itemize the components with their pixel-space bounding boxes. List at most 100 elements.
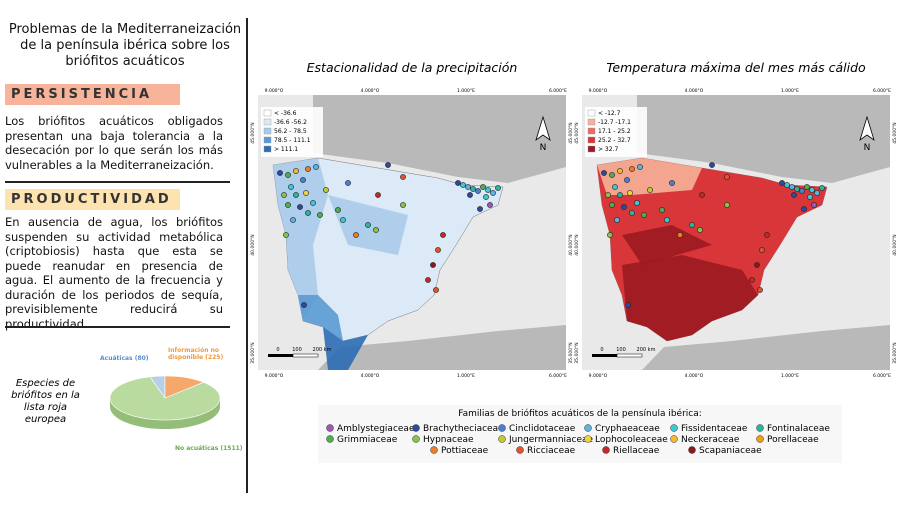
pie-slice bbox=[109, 376, 221, 421]
coord-label: 1.000°E bbox=[457, 373, 475, 379]
families-title: Familias de briófitos acuáticos de la pe… bbox=[458, 408, 702, 419]
coord-label: 9.000°O bbox=[589, 88, 608, 94]
column-divider bbox=[246, 18, 248, 493]
record-dot bbox=[605, 192, 611, 198]
record-dot bbox=[664, 217, 670, 223]
legend-label: 56.2 - 78.5 bbox=[274, 128, 307, 135]
record-dot bbox=[353, 232, 359, 238]
record-dot bbox=[340, 217, 346, 223]
coord-label: 35.000°N bbox=[250, 342, 256, 363]
record-dot bbox=[283, 232, 289, 238]
record-dot bbox=[281, 192, 287, 198]
record-dot bbox=[435, 247, 441, 253]
record-dot bbox=[460, 182, 466, 188]
record-dot bbox=[293, 192, 299, 198]
map-zone bbox=[323, 327, 368, 370]
record-dot bbox=[759, 247, 765, 253]
record-dot bbox=[305, 210, 311, 216]
coord-label: 6.000°E bbox=[549, 88, 567, 94]
legend-label: < -12.7 bbox=[598, 110, 621, 117]
record-dot bbox=[609, 172, 615, 178]
record-dot bbox=[300, 177, 306, 183]
record-dot bbox=[385, 162, 391, 168]
record-dot bbox=[724, 174, 730, 180]
family-label: Amblystegiaceae bbox=[337, 424, 415, 434]
record-dot bbox=[784, 182, 790, 188]
coord-label: 4.000°O bbox=[685, 373, 704, 379]
family-label: Scapaniaceae bbox=[699, 446, 762, 456]
pie-label-line: disponible (225) bbox=[168, 354, 223, 361]
coord-label: 45.000°N bbox=[892, 122, 898, 143]
record-dot bbox=[477, 206, 483, 212]
record-dot bbox=[470, 186, 476, 192]
record-dot bbox=[425, 277, 431, 283]
record-dot bbox=[373, 227, 379, 233]
record-dot bbox=[345, 180, 351, 186]
family-label: Neckeraceae bbox=[681, 435, 740, 445]
legend-swatch bbox=[587, 127, 596, 135]
coord-label: 4.000°O bbox=[361, 88, 380, 94]
family-label: Cinclidotaceae bbox=[509, 424, 576, 434]
record-dot bbox=[465, 184, 471, 190]
legend-label: > 32.7 bbox=[598, 146, 618, 153]
record-dot bbox=[495, 185, 501, 191]
record-dot bbox=[483, 194, 489, 200]
record-dot bbox=[293, 168, 299, 174]
record-dot bbox=[400, 202, 406, 208]
record-dot bbox=[335, 207, 341, 213]
record-dot bbox=[689, 222, 695, 228]
family-label: Fissidentaceae bbox=[681, 424, 748, 434]
record-dot bbox=[303, 190, 309, 196]
record-dot bbox=[629, 166, 635, 172]
legend-label: < -36.6 bbox=[274, 110, 297, 117]
scale-label: 100 bbox=[616, 347, 626, 353]
map-title: Temperatura máxima del mes más cálido bbox=[606, 60, 866, 75]
family-label: Ricciaceae bbox=[527, 446, 576, 456]
record-dot bbox=[647, 187, 653, 193]
coord-label: 6.000°E bbox=[549, 373, 567, 379]
map-title: Estacionalidad de la precipitación bbox=[307, 60, 518, 75]
family-dot bbox=[498, 424, 506, 432]
family-dot bbox=[430, 446, 438, 454]
section-text: Los briófitos acuáticos obligados presen… bbox=[5, 114, 223, 172]
record-dot bbox=[487, 202, 493, 208]
coord-label: 40.000°N bbox=[892, 234, 898, 255]
coord-label: 9.000°O bbox=[265, 373, 284, 379]
record-dot bbox=[323, 187, 329, 193]
record-dot bbox=[779, 180, 785, 186]
pie-annotation: Especies de briófitos en la lista roja e… bbox=[11, 378, 80, 425]
map-legend-box bbox=[261, 107, 323, 157]
record-dot bbox=[794, 186, 800, 192]
record-dot bbox=[297, 204, 303, 210]
family-label: Pottiaceae bbox=[441, 446, 489, 456]
map-zone bbox=[273, 158, 328, 321]
family-dot bbox=[688, 446, 696, 454]
record-dot bbox=[285, 202, 291, 208]
legend-swatch bbox=[587, 109, 596, 117]
record-dot bbox=[757, 287, 763, 293]
family-dot bbox=[498, 435, 506, 443]
divider bbox=[5, 326, 230, 328]
legend-label: 17.1 - 25.2 bbox=[598, 128, 631, 135]
scale-bar bbox=[292, 353, 319, 358]
coord-label: 35.000°N bbox=[892, 342, 898, 363]
map-land bbox=[318, 325, 566, 370]
legend-swatch bbox=[587, 145, 596, 153]
record-dot bbox=[475, 188, 481, 194]
record-dot bbox=[754, 262, 760, 268]
scale-label: 200 km bbox=[637, 347, 656, 353]
record-dot bbox=[669, 180, 675, 186]
record-dot bbox=[288, 184, 294, 190]
map-legend-box bbox=[585, 107, 647, 157]
family-dot bbox=[412, 424, 420, 432]
family-label: Brachytheciaceae bbox=[423, 424, 504, 434]
legend-label: -36.6 -56.2 bbox=[274, 119, 307, 126]
legend-swatch bbox=[263, 136, 272, 144]
coord-label: 1.000°E bbox=[781, 88, 799, 94]
section-heading: PRODUCTIVIDAD bbox=[5, 189, 180, 210]
record-dot bbox=[277, 170, 283, 176]
legend-swatch bbox=[263, 109, 272, 117]
scale-bar bbox=[616, 353, 643, 358]
record-dot bbox=[430, 262, 436, 268]
